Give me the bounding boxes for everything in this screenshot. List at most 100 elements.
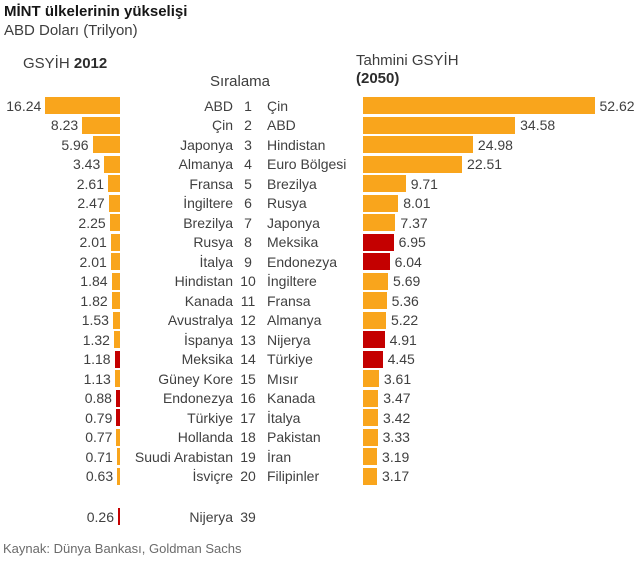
gdp-2050-cell: 3.19 bbox=[363, 448, 640, 466]
gdp-2012-bar bbox=[116, 409, 120, 427]
source-note: Kaynak: Dünya Bankası, Goldman Sachs bbox=[3, 541, 242, 556]
gdp-2050-bar bbox=[363, 194, 399, 212]
gdp-2050-cell: 4.91 bbox=[363, 331, 640, 349]
gdp-2012-cell: 2.61 bbox=[0, 175, 120, 193]
gdp-2012-cell: 0.79 bbox=[0, 409, 120, 427]
gdp-2050-cell: 5.69 bbox=[363, 272, 640, 290]
gdp-2012-value: 0.26 bbox=[86, 508, 114, 525]
gdp-2012-cell: 0.63 bbox=[0, 467, 120, 485]
gdp-2012-cell: 3.43 bbox=[0, 155, 120, 173]
chart-row: 2.47 İngiltere 6 Rusya 8.01 bbox=[0, 194, 640, 214]
gdp-2050-cell: 8.01 bbox=[363, 194, 640, 212]
country-2050-label: Japonya bbox=[267, 214, 320, 231]
gdp-2012-value: 0.77 bbox=[85, 429, 113, 446]
country-2050-label: İran bbox=[267, 448, 292, 465]
rank-label: 11 bbox=[240, 292, 256, 309]
gdp-2050-bar bbox=[363, 389, 379, 407]
chart-row: 1.84 Hindistan 10 İngiltere 5.69 bbox=[0, 272, 640, 292]
gdp-2050-bar bbox=[363, 233, 394, 251]
rank-label: 2 bbox=[244, 117, 252, 134]
gdp-2012-bar bbox=[104, 155, 120, 173]
gdp-2012-value: 2.01 bbox=[79, 253, 107, 270]
chart-row: 5.96 Japonya 3 Hindistan 24.98 bbox=[0, 135, 640, 155]
chart-row: 16.24 ABD 1 Çin 52.62 bbox=[0, 96, 640, 116]
country-2012-label: Avustralya bbox=[167, 312, 233, 329]
gdp-2012-bar bbox=[92, 136, 120, 154]
gdp-2012-value: 2.25 bbox=[78, 214, 106, 231]
gdp-2050-bar bbox=[363, 467, 377, 485]
gdp-2050-header-year: (2050) bbox=[356, 70, 400, 87]
gdp-2012-bar bbox=[110, 233, 120, 251]
gdp-2050-header-line1: Tahmini GSYİH bbox=[356, 52, 459, 69]
gdp-2050-value: 5.22 bbox=[390, 312, 419, 329]
gdp-2012-value: 8.23 bbox=[50, 117, 79, 134]
chart-row: 0.71 Suudi Arabistan 19 İran 3.19 bbox=[0, 447, 640, 467]
rank-label: 1 bbox=[244, 97, 252, 114]
gdp-2012-cell: 1.32 bbox=[0, 331, 120, 349]
gdp-2012-bar bbox=[108, 194, 120, 212]
column-header-gdp-2012: GSYİH 2012 bbox=[23, 55, 107, 72]
rank-label: 8 bbox=[244, 234, 252, 251]
gdp-2050-value: 22.51 bbox=[467, 156, 503, 173]
gdp-2012-bar bbox=[45, 97, 120, 115]
chart-row: 0.63 İsviçre 20 Filipinler 3.17 bbox=[0, 467, 640, 487]
gdp-2050-value: 6.95 bbox=[398, 234, 426, 251]
country-2050-label: İtalya bbox=[267, 409, 301, 426]
gdp-2012-value: 0.71 bbox=[85, 448, 113, 465]
rank-label: 19 bbox=[240, 448, 256, 465]
chart-rows: 16.24 ABD 1 Çin 52.62 8.23 Çin 2 ABD 34.58 5.96 Jap… bbox=[0, 96, 640, 486]
country-2012-label: Kanada bbox=[184, 292, 233, 309]
chart-row: 2.01 İtalya 9 Endonezya 6.04 bbox=[0, 252, 640, 272]
rank-label: 9 bbox=[244, 253, 252, 270]
gdp-2012-value: 1.18 bbox=[83, 351, 111, 368]
chart-row: 0.79 Türkiye 17 İtalya 3.42 bbox=[0, 408, 640, 428]
gdp-2050-cell: 24.98 bbox=[363, 136, 640, 154]
gdp-2050-value: 8.01 bbox=[403, 195, 431, 212]
country-2012-label: Rusya bbox=[193, 234, 233, 251]
gdp-2012-value: 2.61 bbox=[76, 175, 104, 192]
chart-row: 8.23 Çin 2 ABD 34.58 bbox=[0, 116, 640, 136]
gdp-2012-cell: 0.77 bbox=[0, 428, 120, 446]
gdp-2012-cell: 1.18 bbox=[0, 350, 120, 368]
gdp-2050-value: 3.17 bbox=[381, 468, 410, 485]
rank-label: 14 bbox=[240, 351, 256, 368]
gdp-2012-bar bbox=[116, 428, 120, 446]
country-2050-label: Endonezya bbox=[267, 253, 338, 270]
gdp-2012-cell: 1.53 bbox=[0, 311, 120, 329]
chart-row: 2.25 Brezilya 7 Japonya 7.37 bbox=[0, 213, 640, 233]
gdp-2050-value: 3.33 bbox=[382, 429, 410, 446]
country-2012-label: Suudi Arabistan bbox=[134, 448, 233, 465]
gdp-2050-cell: 9.71 bbox=[363, 175, 640, 193]
country-2050-label: Çin bbox=[267, 97, 289, 114]
gdp-2012-bar bbox=[116, 448, 120, 466]
rank-label: 3 bbox=[244, 136, 252, 153]
gdp-2050-bar bbox=[363, 214, 396, 232]
gdp-2012-bar bbox=[114, 370, 120, 388]
country-2012-label: Meksika bbox=[181, 351, 233, 368]
country-2050-label: Türkiye bbox=[267, 351, 313, 368]
gdp-2050-bar bbox=[363, 350, 383, 368]
country-2050-label: Euro Bölgesi bbox=[267, 156, 347, 173]
gdp-2012-bar bbox=[118, 508, 120, 526]
gdp-2050-value: 4.45 bbox=[387, 351, 415, 368]
gdp-2050-value: 3.61 bbox=[383, 370, 412, 387]
gdp-2012-cell: 2.01 bbox=[0, 233, 120, 251]
country-2012-label: Nijerya bbox=[189, 508, 233, 525]
gdp-2050-cell: 22.51 bbox=[363, 155, 640, 173]
gdp-2050-value: 3.42 bbox=[383, 409, 411, 426]
gdp-2012-cell: 2.01 bbox=[0, 253, 120, 271]
gdp-2050-cell: 6.95 bbox=[363, 233, 640, 251]
country-2050-label: Kanada bbox=[267, 390, 316, 407]
country-2012-label: Brezilya bbox=[183, 214, 233, 231]
gdp-2012-header-prefix: GSYİH bbox=[23, 55, 74, 72]
chart-row: 2.01 Rusya 8 Meksika 6.95 bbox=[0, 233, 640, 253]
gdp-2012-value: 0.63 bbox=[85, 468, 114, 485]
rank-label: 5 bbox=[244, 175, 252, 192]
rank-label: 10 bbox=[240, 273, 256, 290]
country-2050-label: Pakistan bbox=[267, 429, 321, 446]
gdp-2050-bar bbox=[363, 331, 385, 349]
country-2012-label: Hindistan bbox=[174, 273, 233, 290]
gdp-2012-value: 0.88 bbox=[84, 390, 112, 407]
gdp-2050-bar bbox=[363, 155, 463, 173]
gdp-2050-bar bbox=[363, 370, 379, 388]
